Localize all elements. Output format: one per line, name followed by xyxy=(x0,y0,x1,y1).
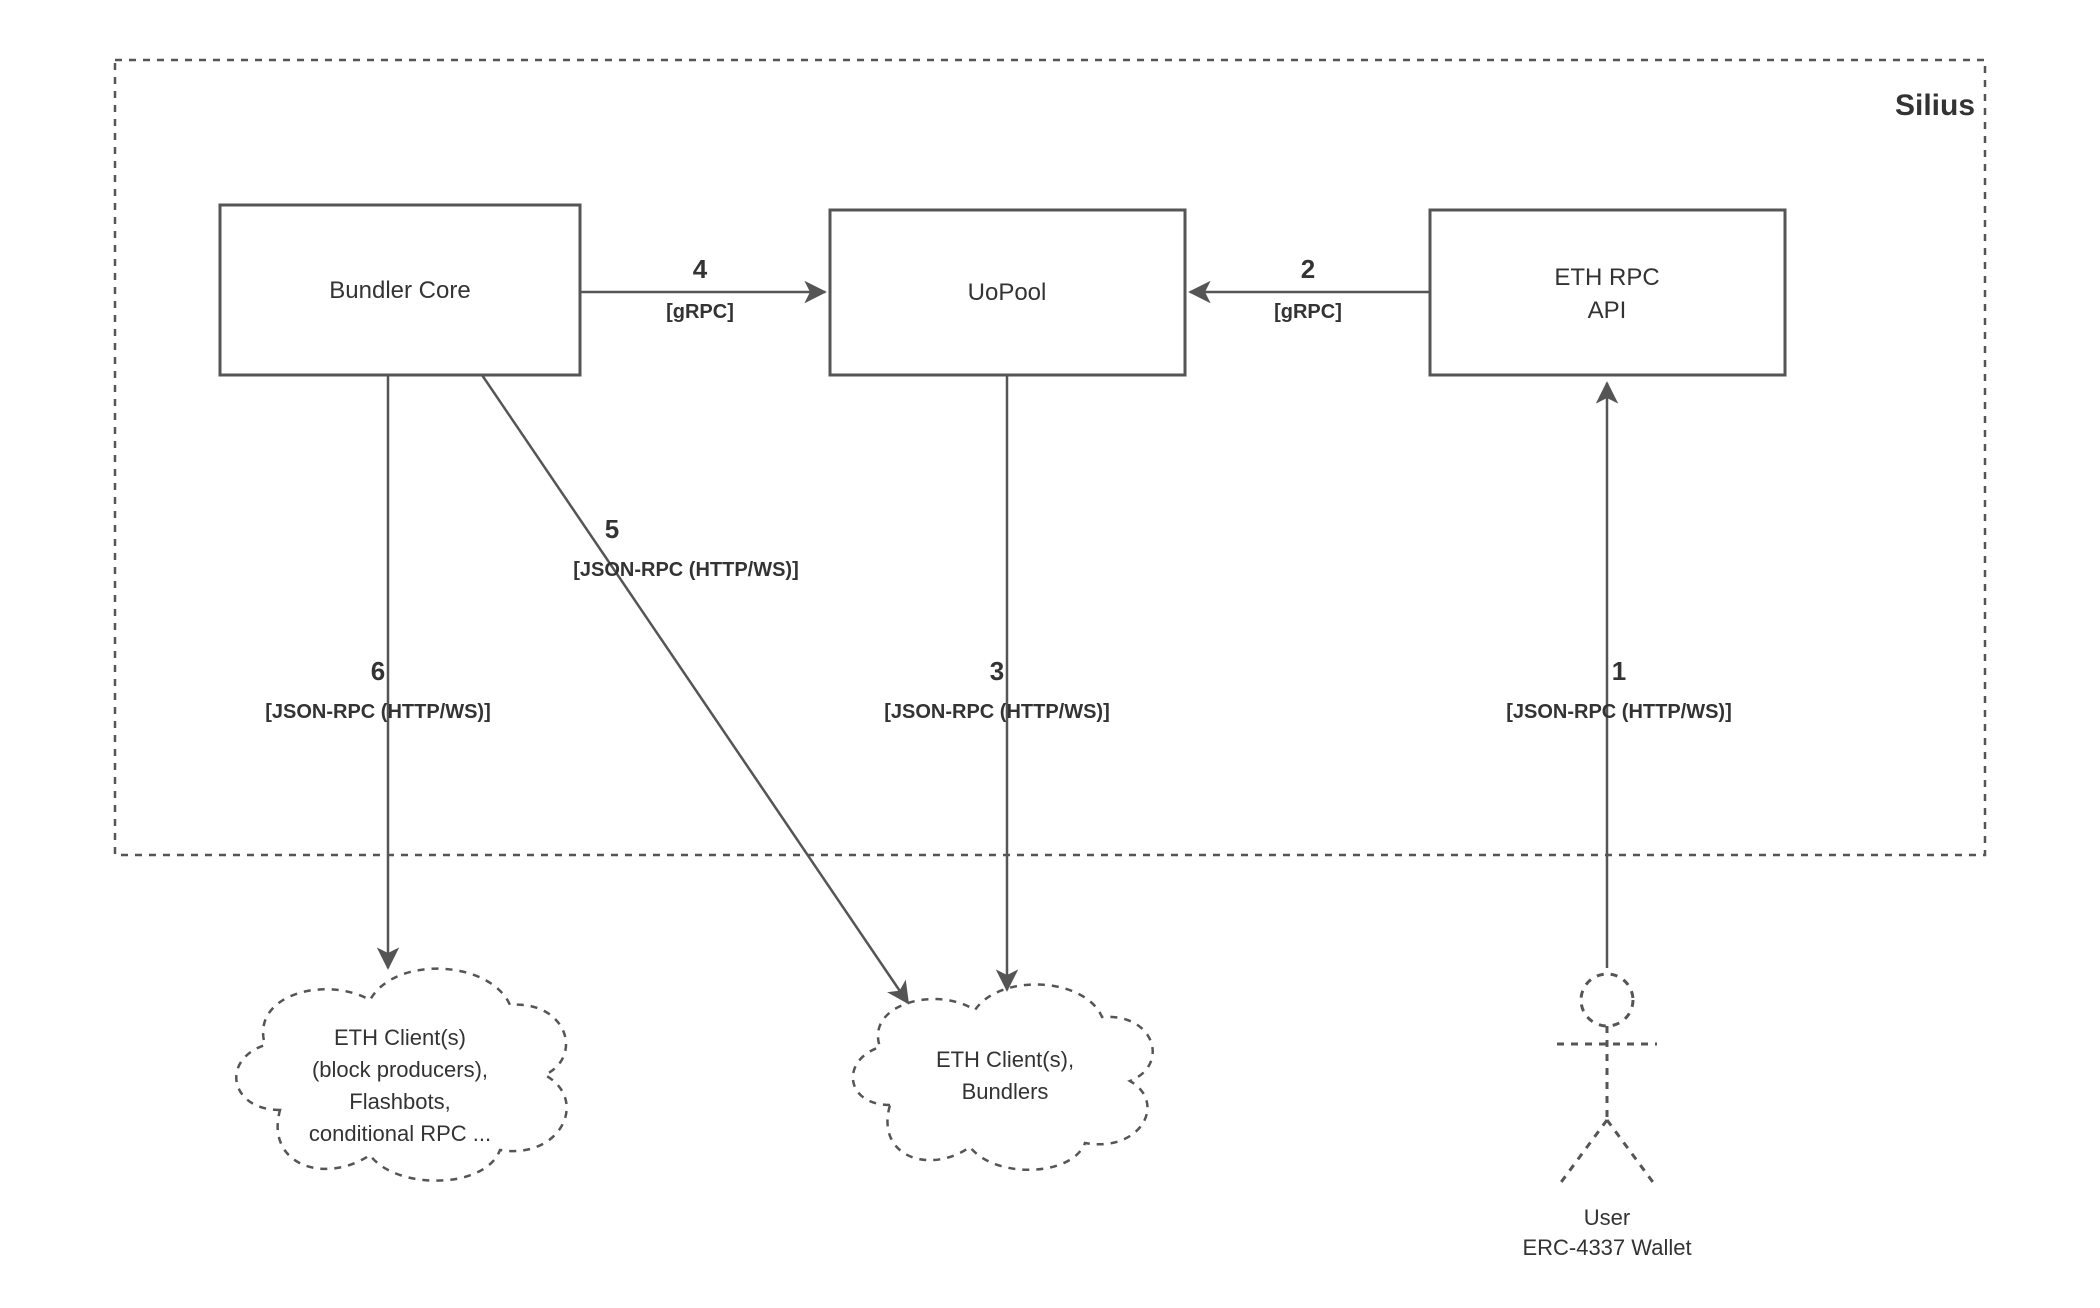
actor-label-1: User xyxy=(1584,1205,1630,1230)
cloud-left: ETH Client(s) (block producers), Flashbo… xyxy=(236,969,566,1181)
edge-2-proto: [gRPC] xyxy=(1274,301,1342,323)
architecture-diagram: Silius Bundler Core UoPool ETH RPC API 4… xyxy=(0,0,2100,1308)
edge-4-proto: [gRPC] xyxy=(666,301,734,323)
node-rpc-label2: API xyxy=(1588,297,1627,324)
edge-4: 4 [gRPC] xyxy=(580,254,825,323)
cloud-mid-l1: ETH Client(s), xyxy=(936,1047,1074,1072)
node-eth-rpc: ETH RPC API xyxy=(1430,210,1785,375)
edge-2-num: 2 xyxy=(1301,254,1315,284)
edge-6-proto: [JSON-RPC (HTTP/WS)] xyxy=(265,701,491,723)
actor-icon: User ERC-4337 Wallet xyxy=(1522,974,1691,1260)
cloud-left-l2: (block producers), xyxy=(312,1057,488,1082)
edge-4-num: 4 xyxy=(693,254,708,284)
edge-5: 5 [JSON-RPC (HTTP/WS)] xyxy=(482,375,908,1003)
edge-2: 2 [gRPC] xyxy=(1190,254,1430,323)
edge-3-proto: [JSON-RPC (HTTP/WS)] xyxy=(884,701,1110,723)
edge-3-num: 3 xyxy=(990,656,1004,686)
edge-1-num: 1 xyxy=(1612,656,1626,686)
edge-1: 1 [JSON-RPC (HTTP/WS)] xyxy=(1506,383,1732,968)
cloud-left-l3: Flashbots, xyxy=(349,1089,451,1114)
cloud-left-l1: ETH Client(s) xyxy=(334,1025,466,1050)
edge-6: 6 [JSON-RPC (HTTP/WS)] xyxy=(265,375,491,968)
edge-5-num: 5 xyxy=(605,514,619,544)
node-uopool-label: UoPool xyxy=(968,279,1047,306)
node-bundler-core: Bundler Core xyxy=(220,205,580,375)
group-label: Silius xyxy=(1895,89,1975,122)
edge-3: 3 [JSON-RPC (HTTP/WS)] xyxy=(884,375,1110,990)
node-uopool: UoPool xyxy=(830,210,1185,375)
node-rpc-label1: ETH RPC xyxy=(1554,264,1659,291)
edge-6-num: 6 xyxy=(371,656,385,686)
edge-1-proto: [JSON-RPC (HTTP/WS)] xyxy=(1506,701,1732,723)
cloud-mid: ETH Client(s), Bundlers xyxy=(853,984,1153,1169)
cloud-mid-l2: Bundlers xyxy=(962,1079,1049,1104)
group-boundary xyxy=(115,60,1985,855)
cloud-left-l4: conditional RPC ... xyxy=(309,1121,491,1146)
actor-label-2: ERC-4337 Wallet xyxy=(1522,1235,1691,1260)
edge-5-proto: [JSON-RPC (HTTP/WS)] xyxy=(573,559,799,581)
node-bundler-label: Bundler Core xyxy=(329,277,470,304)
